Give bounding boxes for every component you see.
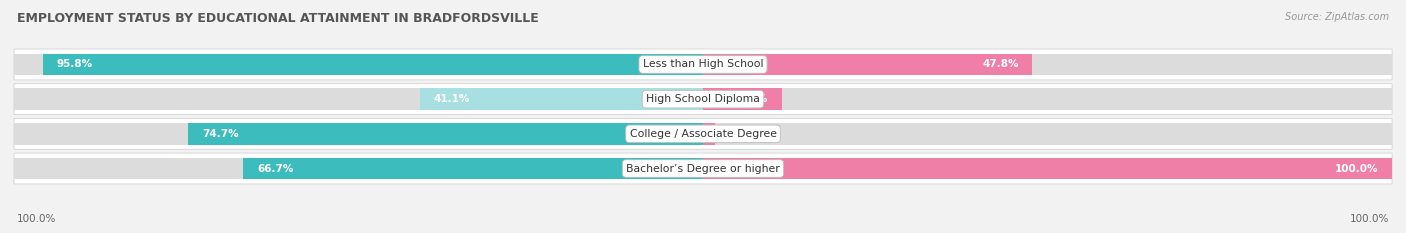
Bar: [44, 54, 703, 75]
Bar: [703, 88, 782, 110]
Bar: [420, 88, 703, 110]
FancyBboxPatch shape: [14, 153, 1392, 184]
Bar: [703, 88, 1392, 110]
Bar: [703, 123, 1392, 145]
Text: 74.7%: 74.7%: [202, 129, 239, 139]
Text: 95.8%: 95.8%: [56, 59, 93, 69]
Text: 47.8%: 47.8%: [981, 59, 1018, 69]
Bar: [243, 158, 703, 179]
Text: 66.7%: 66.7%: [257, 164, 294, 174]
Bar: [703, 54, 1392, 75]
Text: 11.4%: 11.4%: [731, 94, 768, 104]
Text: High School Diploma: High School Diploma: [647, 94, 759, 104]
Text: College / Associate Degree: College / Associate Degree: [630, 129, 776, 139]
Bar: [703, 158, 1392, 179]
Text: 100.0%: 100.0%: [17, 214, 56, 224]
Text: Bachelor’s Degree or higher: Bachelor’s Degree or higher: [626, 164, 780, 174]
Text: Source: ZipAtlas.com: Source: ZipAtlas.com: [1285, 12, 1389, 22]
Text: 100.0%: 100.0%: [1350, 214, 1389, 224]
Text: 1.8%: 1.8%: [725, 129, 755, 139]
Bar: [703, 158, 1392, 179]
Bar: [14, 158, 703, 179]
Bar: [14, 88, 703, 110]
FancyBboxPatch shape: [14, 118, 1392, 149]
FancyBboxPatch shape: [14, 84, 1392, 115]
Text: EMPLOYMENT STATUS BY EDUCATIONAL ATTAINMENT IN BRADFORDSVILLE: EMPLOYMENT STATUS BY EDUCATIONAL ATTAINM…: [17, 12, 538, 25]
FancyBboxPatch shape: [14, 49, 1392, 80]
Bar: [14, 123, 703, 145]
Text: Less than High School: Less than High School: [643, 59, 763, 69]
Bar: [14, 54, 703, 75]
Text: 41.1%: 41.1%: [433, 94, 470, 104]
Text: 100.0%: 100.0%: [1334, 164, 1378, 174]
Bar: [703, 123, 716, 145]
Bar: [703, 54, 1032, 75]
Bar: [188, 123, 703, 145]
